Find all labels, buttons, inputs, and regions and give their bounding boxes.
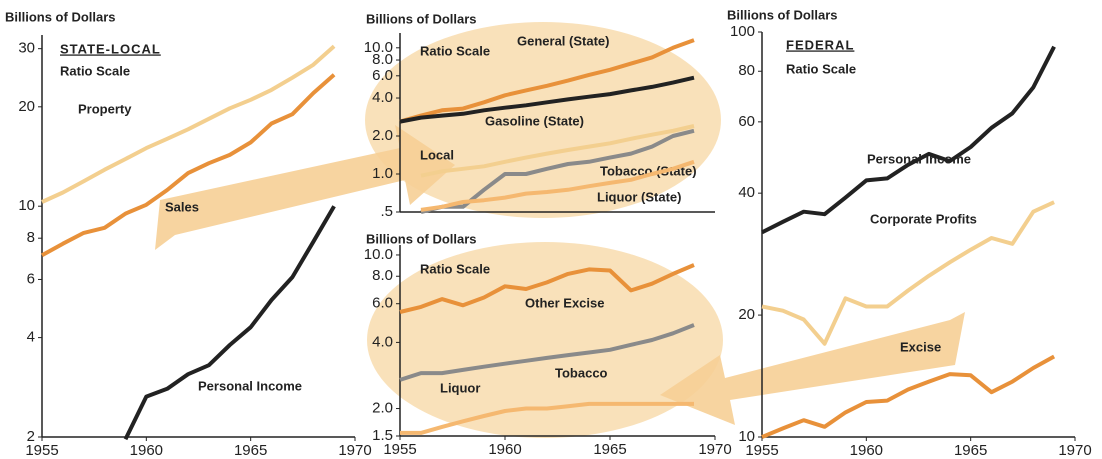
y-axis-label: Billions of Dollars [366, 231, 477, 246]
series-label: Gasoline (State) [485, 113, 584, 128]
y-axis-label: Billions of Dollars [5, 9, 116, 24]
x-tick-label: 1960 [850, 442, 883, 459]
series-label: Tobacco [555, 365, 608, 380]
y-tick-label: 6 [27, 270, 35, 287]
x-tick-label: 1955 [25, 442, 58, 459]
series-label: Personal Income [198, 378, 302, 393]
x-tick-label: 1955 [383, 441, 416, 458]
y-tick-label: 4.0 [372, 333, 393, 350]
y-tick-label: 80 [738, 62, 755, 79]
x-tick-label: 1955 [745, 442, 778, 459]
y-tick-label: 20 [18, 98, 35, 115]
y-tick-label: 20 [738, 306, 755, 323]
annotation: Ratio Scale [786, 61, 856, 76]
x-tick-label: 1970 [338, 442, 371, 459]
y-tick-label: 10.0 [364, 39, 393, 56]
x-tick-label: 1970 [1058, 442, 1091, 459]
series-label: Personal Income [867, 151, 971, 166]
series-label: Excise [900, 339, 941, 354]
series-label: Corporate Profits [870, 211, 977, 226]
panel-title: STATE-LOCAL [60, 41, 161, 56]
series-label: Sales [165, 199, 199, 214]
y-tick-label: 2.0 [372, 400, 393, 417]
series-label: Local [420, 147, 454, 162]
y-tick-label: 60 [738, 113, 755, 130]
y-tick-label: 8.0 [372, 267, 393, 284]
y-tick-label: 30 [18, 40, 35, 57]
y-tick-label: 6.0 [372, 67, 393, 84]
x-tick-label: 1965 [234, 442, 267, 459]
series-label: Other Excise [525, 295, 605, 310]
series-label: General (State) [517, 33, 609, 48]
y-axis-label: Billions of Dollars [366, 11, 477, 26]
y-tick-label: 1.0 [372, 165, 393, 182]
y-tick-label: 10 [18, 197, 35, 214]
y-tick-label: 2.0 [372, 127, 393, 144]
annotation: Ratio Scale [420, 43, 490, 58]
series-label: Property [78, 101, 132, 116]
panel-title: FEDERAL [786, 37, 854, 52]
y-tick-label: 10.0 [364, 246, 393, 263]
y-tick-label: 4.0 [372, 89, 393, 106]
y-tick-label: 4 [27, 329, 35, 346]
y-tick-label: 6.0 [372, 295, 393, 312]
annotation: Ratio Scale [60, 63, 130, 78]
y-tick-label: 8 [27, 229, 35, 246]
series-label: Liquor (State) [597, 189, 682, 204]
y-tick-label: .5 [380, 203, 393, 220]
x-tick-label: 1965 [593, 441, 626, 458]
y-tick-label: 100 [730, 23, 755, 40]
x-tick-label: 1965 [954, 442, 987, 459]
annotation: Ratio Scale [420, 261, 490, 276]
y-tick-label: 40 [738, 184, 755, 201]
x-tick-label: 1970 [698, 441, 731, 458]
chart-page: Billions of Dollars STATE-LOCAL Ratio Scal… [0, 0, 1102, 459]
y-axis-label: Billions of Dollars [727, 7, 838, 22]
x-tick-label: 1960 [130, 442, 163, 459]
x-tick-label: 1960 [488, 441, 521, 458]
series-label: Liquor [440, 380, 480, 395]
